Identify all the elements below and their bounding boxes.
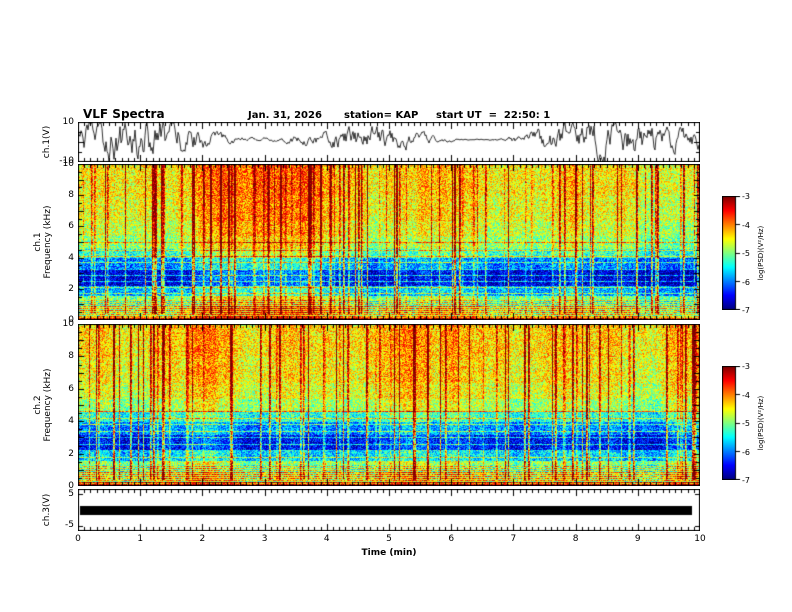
colorbar1-tick-label: -7 (742, 306, 750, 315)
ch1-freq-tick-label: 8 (68, 190, 74, 201)
colorbar1-tick-label: -4 (742, 220, 750, 230)
x-axis-label: Time (min) (361, 548, 417, 558)
figure-title: VLF Spectra (83, 107, 165, 121)
ch1-voltage-tick-label: -10 (59, 156, 74, 166)
ch2-freq-tick-label: 4 (68, 416, 74, 427)
header-station: station= KAP (344, 110, 419, 121)
colorbar2-tick-label: -3 (742, 362, 750, 371)
ch2-freq-tick-label: 0 (68, 481, 74, 491)
colorbar1-tick-label: -5 (742, 249, 750, 258)
colorbar1-tick-label: -6 (742, 277, 750, 287)
x-tick-label: 7 (510, 534, 517, 544)
ch1-freq-tick-label: 0 (68, 315, 74, 325)
colorbar-ch1 (722, 196, 742, 310)
ch1-voltage-waveform-panel (78, 122, 700, 162)
x-tick-label: 4 (323, 534, 330, 544)
colorbar1-tick-label: -3 (742, 192, 750, 201)
ch1-freq-tick-label: 6 (68, 221, 74, 232)
x-tick-label: 0 (75, 534, 81, 544)
colorbar2-label: log(PSD)(V²/Hz) (757, 395, 765, 451)
ch1-voltage-tick-label: 10 (62, 117, 74, 127)
ch2-axis-label-line1: ch.2 (33, 395, 43, 415)
ch3-voltage-panel (78, 489, 700, 531)
x-tick-label: 9 (634, 534, 641, 544)
ch3-voltage-tick-label: -5 (65, 520, 74, 530)
header-start-ut: start UT = 22:50: 1 (436, 110, 551, 121)
x-tick-label: 6 (448, 534, 455, 544)
colorbar2-tick-label: -4 (742, 390, 750, 400)
ch3-voltage-tick-label: 5 (68, 489, 74, 499)
ch1-spectrogram-panel (78, 164, 700, 320)
ch2-spectrogram-panel (78, 324, 700, 486)
colorbar2-tick-label: -6 (742, 447, 750, 457)
ch2-frequency-axis-label: ch.2 Frequency (kHz) (33, 368, 53, 441)
ch2-axis-label-line2: Frequency (kHz) (43, 368, 53, 442)
x-tick-label: 8 (572, 534, 579, 544)
ch1-axis-label-line1: ch.1 (33, 232, 43, 252)
ch2-freq-tick-label: 8 (68, 351, 74, 362)
ch1-freq-tick-label: 4 (68, 252, 74, 263)
ch1-freq-tick-label: 2 (68, 283, 74, 294)
colorbar2-tick-label: -7 (742, 476, 750, 485)
colorbar2-tick-label: -5 (742, 419, 750, 428)
colorbar1-label: log(PSD)(V²/Hz) (757, 225, 765, 281)
ch2-freq-tick-label: 10 (62, 319, 74, 329)
x-tick-label: 3 (261, 534, 268, 544)
ch1-axis-label-line2: Frequency (kHz) (43, 205, 53, 279)
x-tick-label: 10 (694, 534, 706, 544)
x-tick-label: 2 (199, 534, 206, 544)
ch1-freq-tick-label: 10 (62, 159, 74, 169)
header-date: Jan. 31, 2026 (248, 110, 322, 121)
colorbar-ch2 (722, 366, 742, 480)
x-tick-label: 5 (386, 534, 392, 544)
ch1-voltage-axis-label: ch.1(V) (42, 125, 52, 159)
ch2-freq-tick-label: 2 (68, 448, 74, 459)
ch1-frequency-axis-label: ch.1 Frequency (kHz) (33, 205, 53, 278)
x-tick-label: 1 (137, 534, 144, 544)
ch2-freq-tick-label: 6 (68, 383, 74, 394)
